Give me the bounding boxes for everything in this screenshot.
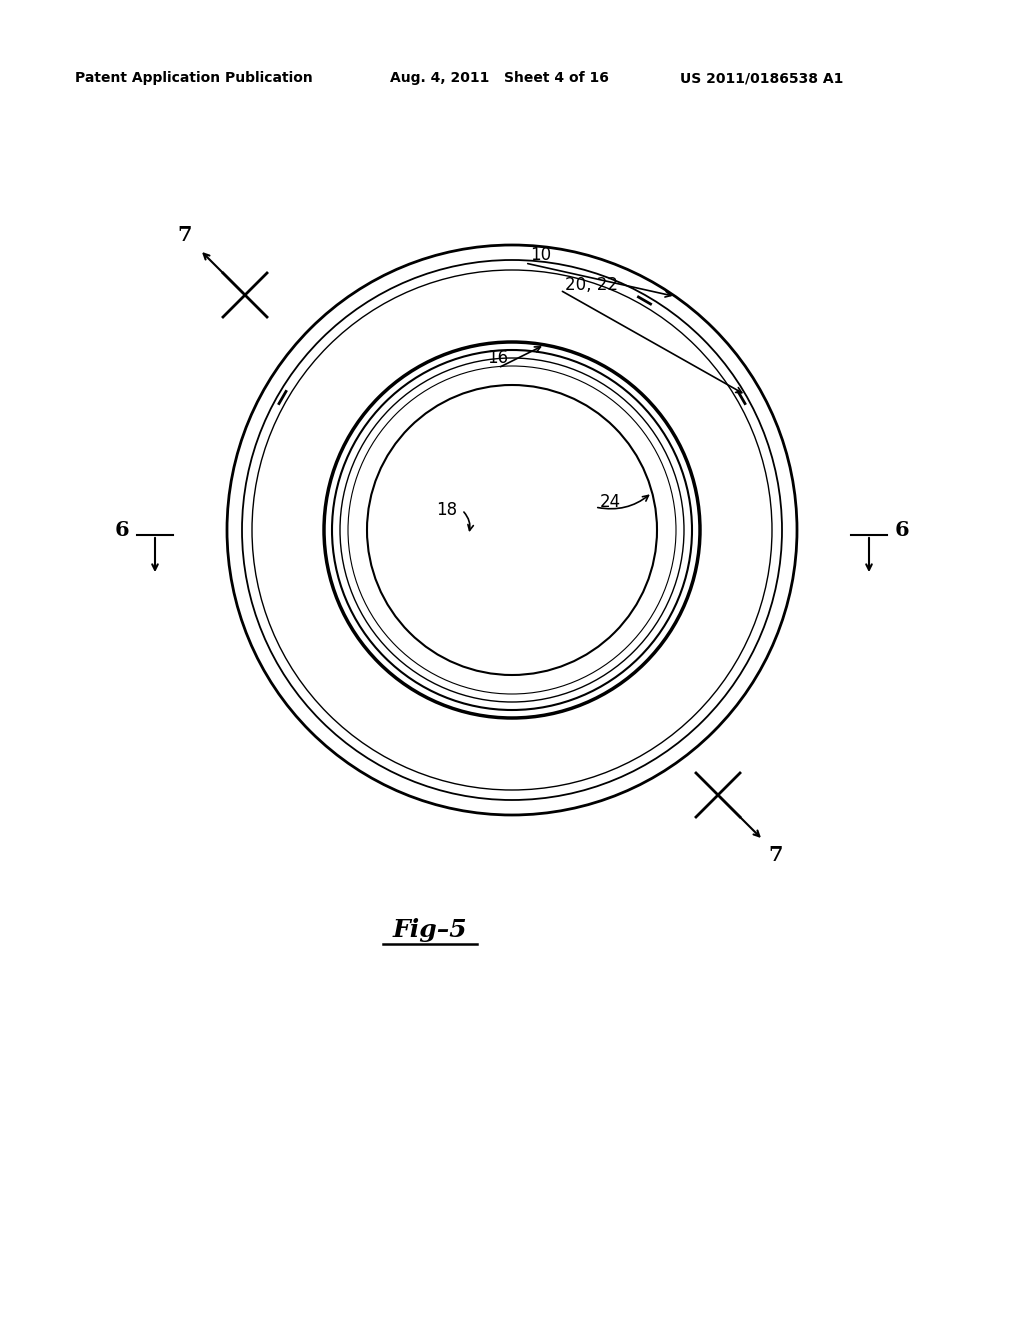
Text: Fig–5: Fig–5 (392, 917, 467, 942)
Text: 6: 6 (895, 520, 909, 540)
Text: 18: 18 (436, 502, 458, 519)
Text: 7: 7 (178, 224, 193, 246)
Text: 6: 6 (115, 520, 129, 540)
Text: 20, 22: 20, 22 (565, 276, 618, 294)
Text: 24: 24 (600, 492, 622, 511)
Text: Patent Application Publication: Patent Application Publication (75, 71, 312, 84)
Text: 10: 10 (530, 246, 551, 264)
Text: US 2011/0186538 A1: US 2011/0186538 A1 (680, 71, 844, 84)
Text: 7: 7 (769, 845, 783, 865)
Text: 16: 16 (487, 348, 509, 367)
Text: Aug. 4, 2011   Sheet 4 of 16: Aug. 4, 2011 Sheet 4 of 16 (390, 71, 609, 84)
